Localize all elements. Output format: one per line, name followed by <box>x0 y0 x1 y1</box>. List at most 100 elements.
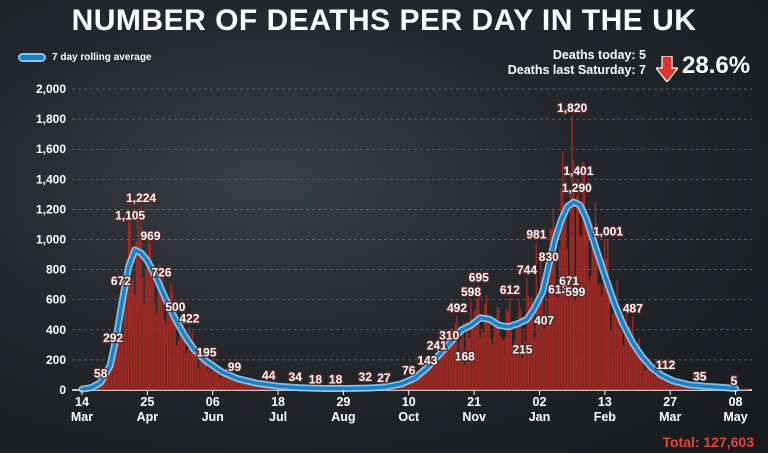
x-tick-month: Oct <box>398 410 420 424</box>
x-tick-day: 25 <box>140 395 154 409</box>
daily-deaths-bar <box>628 326 631 390</box>
daily-deaths-bar <box>585 209 587 390</box>
x-tick-day: 18 <box>271 395 285 409</box>
data-label: 500 <box>165 300 185 314</box>
daily-deaths-bar <box>621 331 623 390</box>
daily-deaths-bar <box>642 364 645 390</box>
daily-deaths-bar <box>436 353 438 390</box>
daily-deaths-bar <box>546 314 548 390</box>
daily-deaths-bar <box>193 341 195 390</box>
daily-deaths-bar <box>137 211 139 390</box>
daily-deaths-bar <box>523 330 525 390</box>
daily-deaths-bar <box>446 350 449 390</box>
x-tick-day: 02 <box>533 395 547 409</box>
daily-deaths-bar <box>493 319 495 390</box>
daily-deaths-bar <box>566 248 569 390</box>
daily-deaths-bar <box>176 344 178 390</box>
daily-deaths-bar <box>165 323 167 390</box>
daily-deaths-bar <box>233 375 236 390</box>
daily-deaths-bar <box>187 349 189 390</box>
daily-deaths-bar <box>541 282 544 390</box>
daily-deaths-bar <box>191 331 194 390</box>
daily-deaths-bar <box>597 285 600 390</box>
daily-deaths-bar <box>429 357 432 390</box>
daily-deaths-bar <box>650 361 653 390</box>
daily-deaths-bar <box>474 308 477 390</box>
daily-deaths-bar <box>516 320 519 390</box>
data-label: 830 <box>539 250 559 264</box>
daily-deaths-bar <box>411 378 413 390</box>
daily-deaths-bar <box>151 272 153 390</box>
daily-deaths-bar <box>476 298 478 390</box>
data-label: 672 <box>111 274 131 288</box>
daily-deaths-bar <box>509 297 511 390</box>
daily-deaths-bar <box>439 355 441 390</box>
daily-deaths-bar <box>120 288 122 390</box>
data-label: 422 <box>179 312 199 326</box>
daily-deaths-bar <box>632 316 634 390</box>
daily-deaths-bar <box>443 341 446 390</box>
daily-deaths-bar <box>462 322 464 390</box>
daily-deaths-bar <box>625 313 628 390</box>
daily-deaths-bar <box>496 306 499 390</box>
daily-deaths-bar <box>190 346 192 390</box>
daily-deaths-bar <box>163 319 166 390</box>
daily-deaths-bar <box>487 314 489 390</box>
daily-deaths-bar <box>611 314 614 390</box>
daily-deaths-bar <box>131 280 133 390</box>
daily-deaths-bar <box>238 377 240 390</box>
daily-deaths-bar <box>459 340 461 390</box>
x-tick-month: Mar <box>71 410 93 424</box>
daily-deaths-bar <box>457 352 460 390</box>
daily-deaths-bar <box>576 195 578 390</box>
data-label: 18 <box>329 372 343 386</box>
daily-deaths-bar <box>403 384 405 390</box>
data-label: 168 <box>455 350 475 364</box>
data-label: 1,001 <box>593 224 623 238</box>
daily-deaths-bar <box>674 383 676 390</box>
daily-deaths-bar <box>520 309 522 390</box>
y-tick-label: 0 <box>59 383 66 397</box>
daily-deaths-bar <box>664 373 667 390</box>
daily-deaths-bar <box>677 383 679 390</box>
daily-deaths-bar <box>530 296 533 390</box>
x-tick-day: 29 <box>336 395 350 409</box>
daily-deaths-bar <box>211 364 214 390</box>
data-label: 1,105 <box>115 209 145 223</box>
x-tick-day: 06 <box>206 395 220 409</box>
daily-deaths-bar <box>124 281 127 390</box>
data-label: 487 <box>623 302 643 316</box>
data-label: 744 <box>517 263 537 277</box>
daily-deaths-bar <box>481 328 483 390</box>
daily-deaths-bar <box>572 160 575 390</box>
daily-deaths-bar <box>166 312 169 390</box>
data-label: 981 <box>526 227 546 241</box>
daily-deaths-bar <box>155 312 158 390</box>
daily-deaths-bar <box>232 380 234 390</box>
legend-label: 7 day rolling average <box>52 52 152 63</box>
legend: 7 day rolling average <box>18 52 152 63</box>
daily-deaths-bar <box>121 335 123 390</box>
daily-deaths-bar <box>644 370 646 390</box>
daily-deaths-bar <box>243 380 245 390</box>
daily-deaths-bar <box>225 368 228 390</box>
daily-deaths-bar <box>201 353 203 390</box>
daily-deaths-bar <box>143 303 145 390</box>
data-label: 34 <box>289 370 303 384</box>
y-tick-label: 1,200 <box>36 202 66 216</box>
daily-deaths-bar <box>224 369 226 390</box>
data-label: 599 <box>565 285 585 299</box>
daily-deaths-bar <box>495 317 497 390</box>
daily-deaths-bar <box>149 244 152 390</box>
daily-deaths-bar <box>414 381 416 390</box>
daily-deaths-bar <box>471 323 474 390</box>
daily-deaths-bar <box>213 358 215 390</box>
data-label: 310 <box>439 328 459 342</box>
daily-deaths-bar <box>534 338 536 390</box>
daily-deaths-bar <box>460 337 463 390</box>
daily-deaths-bar <box>135 241 137 390</box>
data-label: 99 <box>228 360 242 374</box>
daily-deaths-bar <box>537 306 539 390</box>
daily-deaths-bar <box>660 370 662 390</box>
daily-deaths-bar <box>470 300 472 390</box>
